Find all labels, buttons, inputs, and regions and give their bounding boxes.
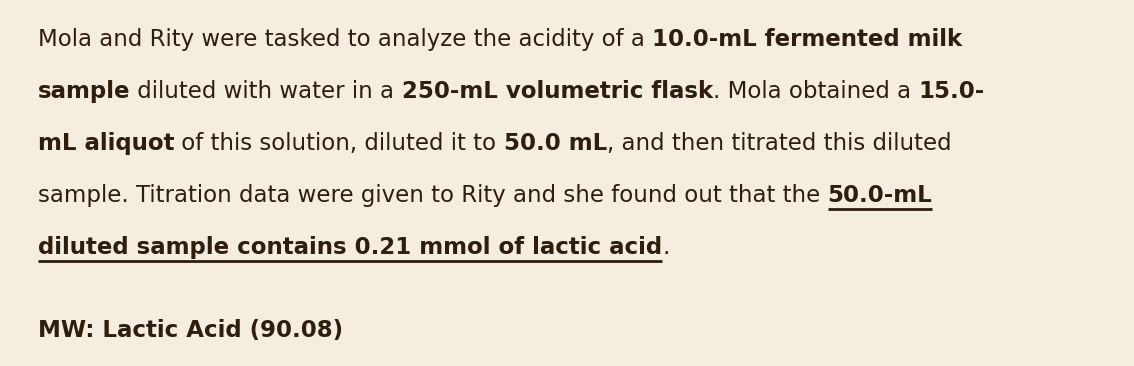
Text: mL aliquot: mL aliquot xyxy=(39,132,175,155)
Text: . Mola obtained a: . Mola obtained a xyxy=(713,80,919,103)
Text: sample: sample xyxy=(39,80,130,103)
Text: 250-mL volumetric flask: 250-mL volumetric flask xyxy=(401,80,713,103)
Text: sample. Titration data were given to Rity and she found out that the: sample. Titration data were given to Rit… xyxy=(39,184,828,207)
Text: 50.0-mL: 50.0-mL xyxy=(828,184,932,207)
Text: diluted sample contains 0.21 mmol of lactic acid: diluted sample contains 0.21 mmol of lac… xyxy=(39,236,662,259)
Text: , and then titrated this diluted: , and then titrated this diluted xyxy=(607,132,951,155)
Text: 10.0-mL fermented milk: 10.0-mL fermented milk xyxy=(652,28,963,51)
Text: of this solution, diluted it to: of this solution, diluted it to xyxy=(175,132,503,155)
Text: .: . xyxy=(662,236,669,259)
Text: 15.0-: 15.0- xyxy=(919,80,984,103)
Text: Mola and Rity were tasked to analyze the acidity of a: Mola and Rity were tasked to analyze the… xyxy=(39,28,652,51)
Text: 50.0 mL: 50.0 mL xyxy=(503,132,607,155)
Text: MW: Lactic Acid (90.08): MW: Lactic Acid (90.08) xyxy=(39,319,344,342)
Text: diluted with water in a: diluted with water in a xyxy=(130,80,401,103)
